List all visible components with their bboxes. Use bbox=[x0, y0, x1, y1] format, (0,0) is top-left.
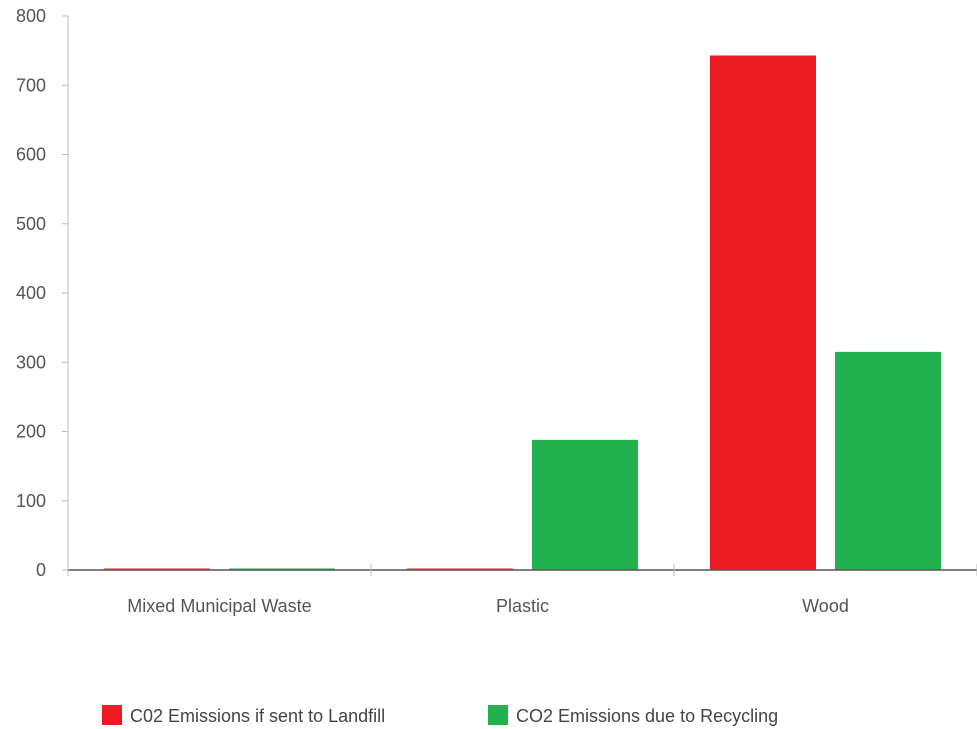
y-tick-label: 400 bbox=[16, 283, 46, 303]
x-category-label: Plastic bbox=[496, 596, 549, 616]
x-axis: Mixed Municipal Waste Plastic Wood bbox=[67, 564, 977, 616]
legend-swatch bbox=[102, 705, 122, 725]
bar-recycling-2 bbox=[835, 351, 941, 570]
x-category-label: Mixed Municipal Waste bbox=[127, 596, 311, 616]
bar-landfill-2 bbox=[710, 55, 816, 571]
legend-label: CO2 Emissions due to Recycling bbox=[516, 706, 778, 726]
y-tick-label: 500 bbox=[16, 214, 46, 234]
legend-label: C02 Emissions if sent to Landfill bbox=[130, 706, 385, 726]
y-tick-label: 100 bbox=[16, 491, 46, 511]
y-tick-label: 600 bbox=[16, 145, 46, 165]
x-category-label: Wood bbox=[802, 596, 849, 616]
y-tick-label: 200 bbox=[16, 422, 46, 442]
y-axis: 0 100 200 300 400 500 600 700 800 bbox=[16, 6, 69, 580]
y-tick-label: 700 bbox=[16, 75, 46, 95]
y-tick-label: 0 bbox=[36, 560, 46, 580]
bar-recycling-1 bbox=[532, 439, 638, 570]
legend: C02 Emissions if sent to Landfill CO2 Emi… bbox=[102, 705, 778, 726]
y-tick-label: 800 bbox=[16, 6, 46, 26]
y-tick-label: 300 bbox=[16, 352, 46, 372]
legend-item-landfill: C02 Emissions if sent to Landfill bbox=[102, 705, 385, 726]
legend-swatch bbox=[488, 705, 508, 725]
bars bbox=[104, 55, 941, 571]
legend-item-recycling: CO2 Emissions due to Recycling bbox=[488, 705, 778, 726]
